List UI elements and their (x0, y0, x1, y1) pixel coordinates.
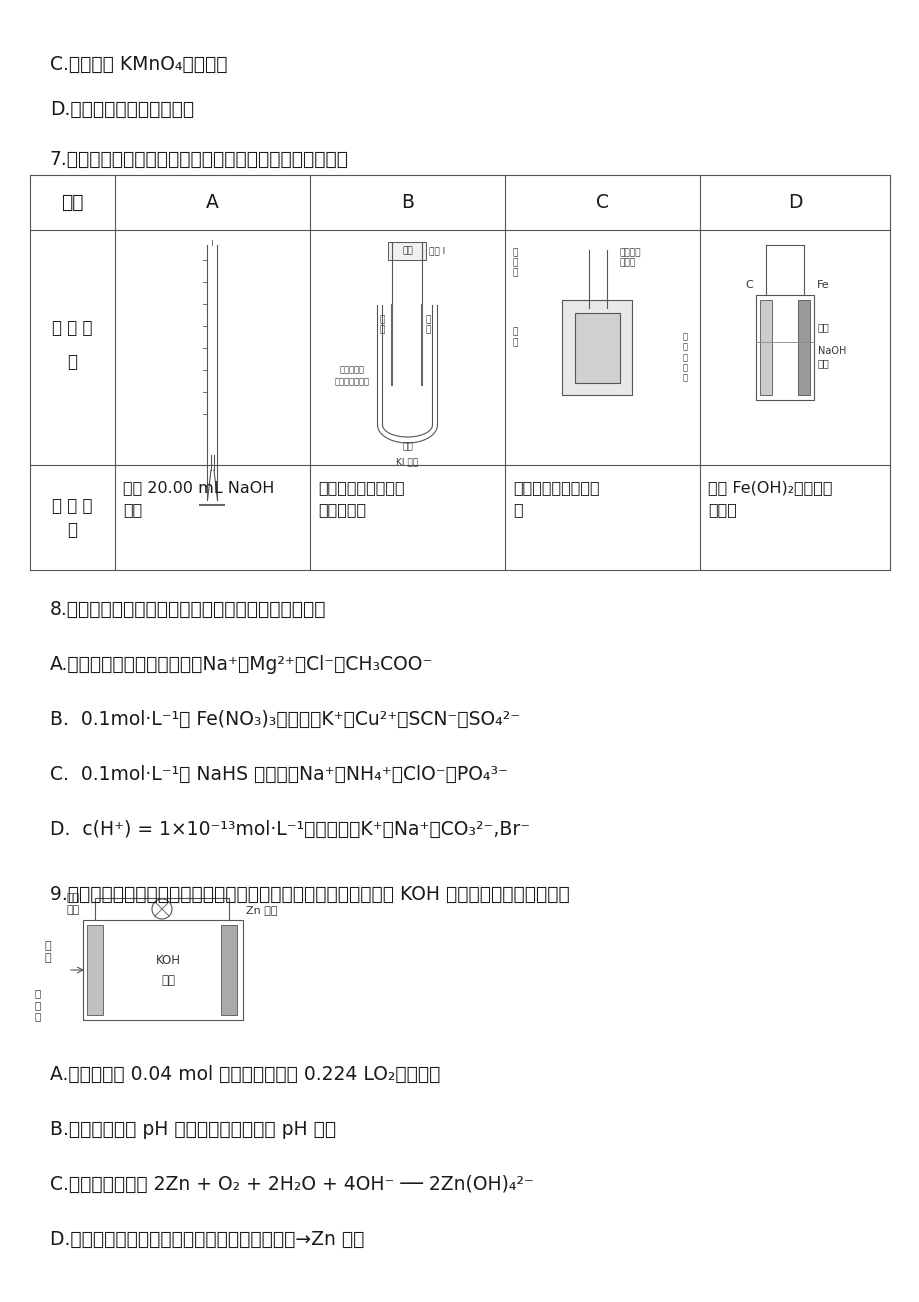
Text: 选项: 选项 (62, 193, 84, 212)
Bar (759, 299, 771, 395)
Text: C.能使酸性 KMnO₄溶液褪色: C.能使酸性 KMnO₄溶液褪色 (50, 55, 227, 74)
Text: 中和反应反应热的测: 中和反应反应热的测 (513, 480, 599, 495)
Text: C: C (744, 280, 752, 290)
Text: C.电池的总反应为 2Zn + O₂ + 2H₂O + 4OH⁻ ── 2Zn(OH)₄²⁻: C.电池的总反应为 2Zn + O₂ + 2H₂O + 4OH⁻ ── 2Zn(… (50, 1174, 533, 1194)
Bar (797, 299, 809, 395)
Text: 淀粉: 淀粉 (402, 443, 413, 452)
Text: 量取 20.00 mL NaOH: 量取 20.00 mL NaOH (123, 480, 274, 495)
Text: 制备 Fe(OH)₂，并观察: 制备 Fe(OH)₂，并观察 (708, 480, 832, 495)
Bar (562, 299, 632, 395)
Text: 电源: 电源 (402, 246, 413, 255)
Text: A.能使甲基橙变红的溶液中：Na⁺、Mg²⁺、Cl⁻、CH₃COO⁻: A.能使甲基橙变红的溶液中：Na⁺、Mg²⁺、Cl⁻、CH₃COO⁻ (50, 655, 433, 674)
Text: B: B (401, 193, 414, 212)
Bar (83, 921, 243, 1019)
Text: D: D (787, 193, 801, 212)
Text: B.正极区溶液的 pH 减小，负极区溶液的 pH 增大: B.正极区溶液的 pH 减小，负极区溶液的 pH 增大 (50, 1120, 335, 1139)
Text: 溶液: 溶液 (123, 503, 142, 517)
Text: A.当电路中有 0.04 mol 电子通过时，有 0.224 LO₂参与反应: A.当电路中有 0.04 mol 电子通过时，有 0.224 LO₂参与反应 (50, 1065, 440, 1085)
Text: 碎
泡
沫
塑
料: 碎 泡 沫 塑 料 (682, 332, 686, 383)
Text: 煤油: 煤油 (817, 323, 829, 332)
Text: 置: 置 (67, 354, 77, 371)
Text: 7.用下列实验装置完成对应的实验，不能达到实验目的的是: 7.用下列实验装置完成对应的实验，不能达到实验目的的是 (50, 150, 348, 169)
Text: NaOH
溶液: NaOH 溶液 (817, 346, 845, 368)
Text: 环形玻璃
搅拌棒: 环形玻璃 搅拌棒 (618, 247, 641, 267)
Text: 溶液: 溶液 (161, 974, 175, 987)
Text: 溶液的产物: 溶液的产物 (318, 503, 366, 517)
Text: Zn 电极: Zn 电极 (245, 905, 278, 915)
Bar (87, 924, 103, 1016)
Text: 铁
棒: 铁 棒 (425, 315, 430, 335)
Text: 隔
板: 隔 板 (512, 328, 517, 348)
Text: D.电池工作时，外电路电子流动方向：石墨电极→Zn 电极: D.电池工作时，外电路电子流动方向：石墨电极→Zn 电极 (50, 1230, 364, 1249)
Text: 实 验 装: 实 验 装 (52, 319, 93, 336)
Text: 实 验 目: 实 验 目 (52, 496, 93, 514)
Text: 其颜色: 其颜色 (708, 503, 736, 517)
Text: 定: 定 (513, 503, 522, 517)
Text: 石墨
电极: 石墨 电极 (67, 893, 80, 915)
Bar (221, 924, 237, 1016)
Text: A: A (206, 193, 219, 212)
Text: 验证电解饱和食盐水: 验证电解饱和食盐水 (318, 480, 404, 495)
Text: 的: 的 (67, 521, 77, 539)
Bar (755, 296, 813, 400)
Text: 碳
棒: 碳 棒 (379, 315, 384, 335)
Text: KI 溶液: KI 溶液 (396, 457, 418, 466)
Text: 饱和氯化钠: 饱和氯化钠 (340, 366, 365, 375)
Text: B.  0.1mol·L⁻¹的 Fe(NO₃)₃溶液中：K⁺、Cu²⁺、SCN⁻、SO₄²⁻: B. 0.1mol·L⁻¹的 Fe(NO₃)₃溶液中：K⁺、Cu²⁺、SCN⁻、… (50, 710, 519, 729)
Bar (388, 242, 426, 260)
Text: 温
度
计: 温 度 计 (512, 247, 517, 277)
Text: 溶液（含酒精）: 溶液（含酒精） (335, 378, 369, 387)
Text: Fe: Fe (816, 280, 829, 290)
Text: 多
孔
板: 多 孔 板 (35, 988, 41, 1022)
Text: KOH: KOH (155, 953, 180, 966)
Text: D.  c(H⁺) = 1×10⁻¹³mol·L⁻¹的溶液中：K⁺、Na⁺、CO₃²⁻,Br⁻: D. c(H⁺) = 1×10⁻¹³mol·L⁻¹的溶液中：K⁺、Na⁺、CO₃… (50, 820, 529, 838)
Text: 电流 I: 电流 I (429, 246, 446, 255)
Text: C: C (596, 193, 608, 212)
Text: D.分子中只含有三种官能团: D.分子中只含有三种官能团 (50, 100, 194, 118)
Text: C.  0.1mol·L⁻¹的 NaHS 溶液中：Na⁺、NH₄⁺、ClO⁻、PO₄³⁻: C. 0.1mol·L⁻¹的 NaHS 溶液中：Na⁺、NH₄⁺、ClO⁻、PO… (50, 766, 507, 784)
Text: 空
气: 空 气 (45, 941, 51, 962)
Text: 8.常温下，下列各组离子在指定溶液中能大量共存的是: 8.常温下，下列各组离子在指定溶液中能大量共存的是 (50, 600, 326, 618)
Bar (574, 312, 619, 383)
Text: 9.锌一空气电池（如图所示）是金属空气电池的一种，电解质溶液为 KOH 溶液，下列说法正确的是: 9.锌一空气电池（如图所示）是金属空气电池的一种，电解质溶液为 KOH 溶液，下… (50, 885, 569, 904)
